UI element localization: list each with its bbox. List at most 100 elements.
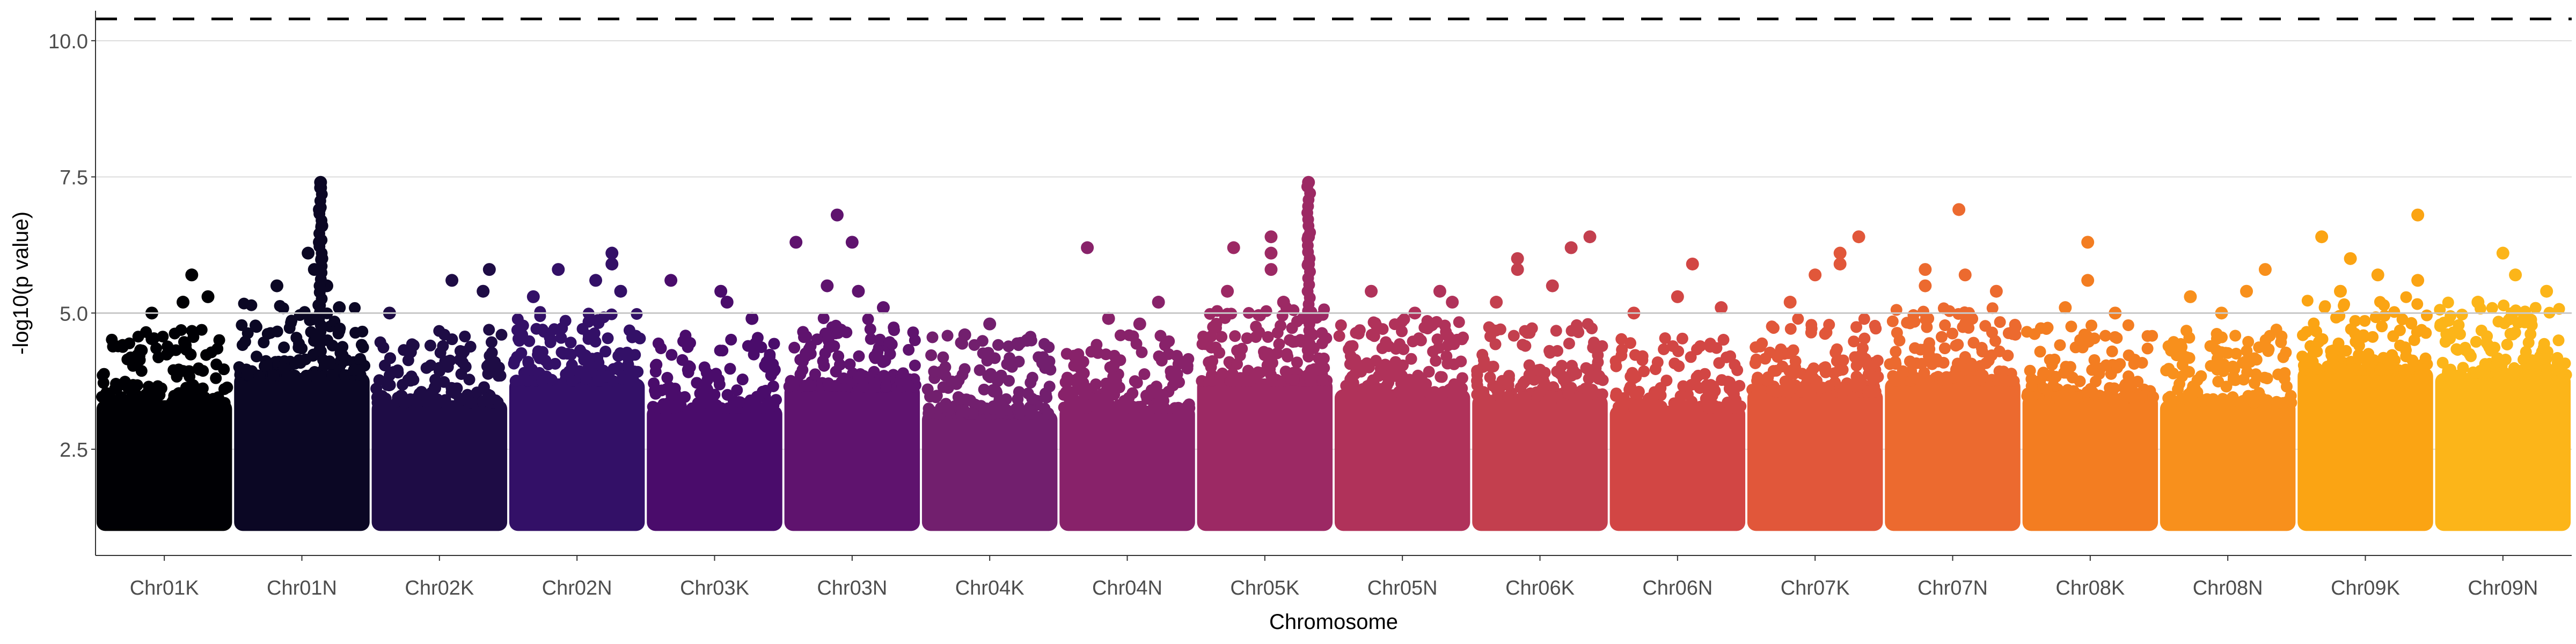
data-point [455, 368, 467, 380]
data-point [184, 394, 196, 407]
data-point [1353, 324, 1366, 336]
data-point [1205, 330, 1217, 342]
dense-points-block [2297, 367, 2433, 531]
peak-point [876, 301, 890, 314]
data-point [379, 397, 391, 409]
peak-point [845, 236, 859, 249]
data-point [1002, 340, 1015, 353]
data-point [193, 363, 206, 376]
data-point [2410, 360, 2422, 372]
data-point [1126, 387, 1139, 399]
data-point [935, 365, 947, 378]
data-point [2455, 369, 2468, 382]
peak-point [333, 301, 346, 314]
data-point [2218, 358, 2230, 370]
data-point [2504, 327, 2516, 340]
data-point [1266, 357, 1278, 369]
data-point [1456, 372, 1468, 384]
data-point [1767, 365, 1780, 377]
data-point [430, 394, 442, 407]
data-point [725, 333, 737, 346]
data-point [1649, 363, 1662, 375]
peak-point [852, 284, 865, 298]
data-point [2122, 319, 2134, 331]
data-point [1078, 383, 1090, 395]
data-point [2081, 330, 2093, 342]
data-point [2332, 361, 2345, 374]
data-point [1759, 353, 1772, 365]
data-point [1318, 303, 1330, 316]
data-point [245, 299, 258, 311]
data-point [2164, 391, 2176, 403]
data-point [989, 352, 1001, 364]
data-point [1387, 365, 1399, 378]
data-point [2436, 356, 2449, 369]
data-point [1543, 345, 1556, 357]
data-point [1379, 385, 1391, 398]
data-point [336, 341, 349, 353]
data-point [392, 364, 404, 377]
data-point [1915, 357, 1928, 370]
data-point [874, 333, 886, 346]
data-point [1430, 355, 1442, 367]
x-tick-label: Chr02K [405, 577, 474, 599]
data-point [2147, 391, 2160, 403]
data-point [1550, 325, 1562, 337]
data-point [1952, 339, 1964, 351]
dense-points-block [1747, 389, 1883, 531]
data-point [865, 333, 877, 345]
data-point [2300, 326, 2312, 338]
data-point [1210, 318, 1223, 330]
data-point [978, 383, 990, 396]
data-point [1937, 374, 1950, 386]
data-point [110, 396, 122, 408]
data-point [446, 333, 458, 346]
data-point [1291, 356, 1303, 369]
data-point [511, 324, 523, 336]
data-point [838, 372, 850, 384]
data-point [2271, 397, 2284, 409]
data-point [1893, 334, 1906, 347]
data-point [555, 332, 567, 344]
x-tick-label: Chr03K [680, 577, 749, 599]
data-point [1855, 348, 1868, 361]
data-point [783, 380, 795, 393]
data-point [1431, 333, 1444, 346]
data-point [622, 352, 634, 364]
data-point [877, 356, 889, 368]
dense-points-block [1197, 378, 1333, 531]
data-point [2419, 352, 2432, 364]
peak-point [614, 284, 627, 298]
data-point [150, 342, 163, 355]
data-point [1935, 331, 1948, 343]
data-point [349, 302, 361, 314]
data-point [993, 394, 1006, 406]
data-point [425, 359, 437, 371]
data-point [1966, 312, 1979, 325]
data-point [1001, 358, 1013, 370]
data-point [1241, 332, 1253, 345]
data-point [1396, 325, 1408, 338]
data-point [2024, 364, 2036, 377]
series-chr01n [233, 175, 371, 531]
data-point [930, 391, 942, 404]
data-point [817, 312, 830, 324]
data-point [2353, 353, 2365, 365]
data-point [1044, 363, 1057, 376]
data-point [2026, 391, 2038, 404]
data-point [1275, 319, 1287, 332]
data-point [623, 324, 635, 336]
data-point [1357, 383, 1369, 395]
data-point [1519, 375, 1531, 387]
data-point [1265, 375, 1278, 387]
data-point [120, 396, 133, 408]
data-point [1989, 335, 2001, 347]
data-point [1523, 359, 1535, 371]
data-point [2479, 366, 2491, 378]
data-point [1167, 379, 1179, 392]
data-point [574, 344, 586, 356]
peak-point [1221, 284, 1234, 298]
data-point [213, 334, 225, 346]
data-point [985, 368, 997, 380]
axes: 2.5 5.0 7.5 10.0 Chr01K Chr01N Chr02K Chr02N Chr… [48, 11, 2572, 599]
